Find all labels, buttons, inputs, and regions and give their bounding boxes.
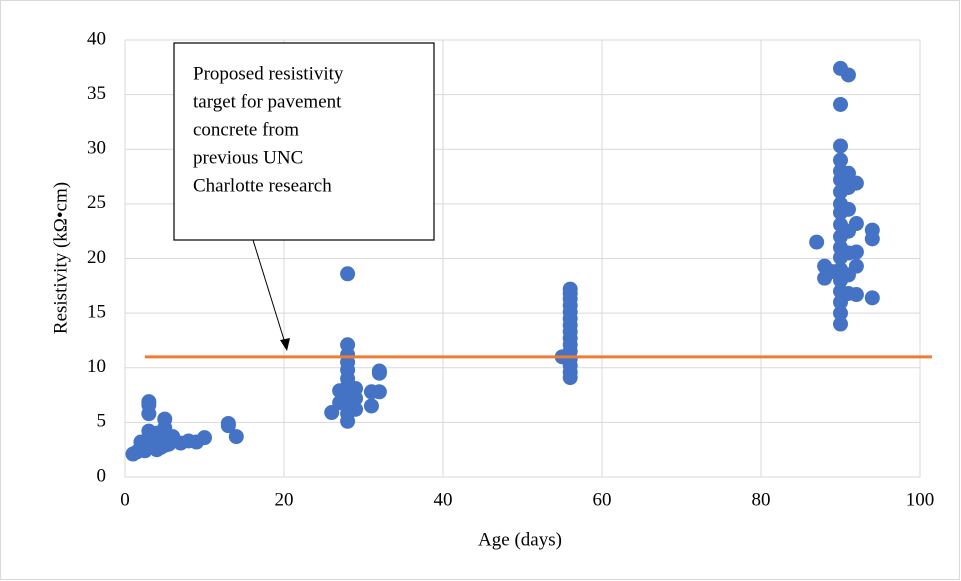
point [848, 258, 864, 274]
y-tick-label: 10 [87, 356, 106, 377]
point [157, 411, 173, 427]
annotation-text: Proposed resistivity [193, 63, 344, 84]
y-tick-label: 5 [97, 411, 107, 432]
point [371, 384, 387, 400]
annotation-text: target for pavement [193, 91, 342, 112]
point [371, 365, 387, 381]
x-tick-label: 0 [120, 489, 130, 510]
y-tick-label: 20 [87, 247, 106, 268]
point [340, 266, 356, 282]
x-axis-label: Age (days) [478, 529, 562, 550]
point [809, 234, 825, 250]
point [340, 413, 356, 429]
annotation-text: previous UNC [193, 147, 303, 168]
arrow-head [280, 338, 290, 351]
y-tick-label: 0 [97, 465, 107, 486]
point [833, 305, 848, 321]
y-tick-label: 15 [87, 301, 106, 322]
point [848, 244, 864, 260]
point [348, 390, 364, 406]
point [363, 398, 379, 414]
y-tick-label: 25 [87, 192, 106, 213]
point [833, 138, 848, 154]
y-tick-label: 40 [87, 28, 106, 49]
annotation: Proposed resistivity target for pavement c… [173, 42, 435, 351]
x-tick-label: 100 [906, 489, 935, 510]
point [848, 216, 864, 232]
y-axis-label: Resistivity (kΩ•cm) [50, 182, 71, 334]
y-tick-label: 35 [87, 83, 106, 104]
annotation-text: Charlotte research [193, 175, 332, 196]
point [833, 316, 848, 332]
point [197, 430, 212, 446]
x-tick-label: 40 [434, 489, 453, 510]
point [848, 175, 864, 191]
point [228, 429, 244, 445]
point [220, 418, 236, 434]
annotation-text: concrete from [193, 119, 299, 140]
y-tick-label: 30 [87, 138, 106, 159]
point [833, 96, 848, 112]
point [348, 401, 364, 417]
x-tick-label: 80 [752, 489, 771, 510]
x-tick-label: 20 [275, 489, 294, 510]
annotation-box [173, 42, 435, 241]
point [141, 397, 157, 413]
x-tick-label: 60 [593, 489, 612, 510]
point [833, 152, 848, 168]
annotation-arrow [252, 239, 286, 344]
point [864, 290, 880, 306]
point [562, 281, 578, 297]
point [840, 201, 856, 217]
point [864, 231, 880, 247]
point [840, 67, 856, 83]
point [848, 287, 864, 303]
